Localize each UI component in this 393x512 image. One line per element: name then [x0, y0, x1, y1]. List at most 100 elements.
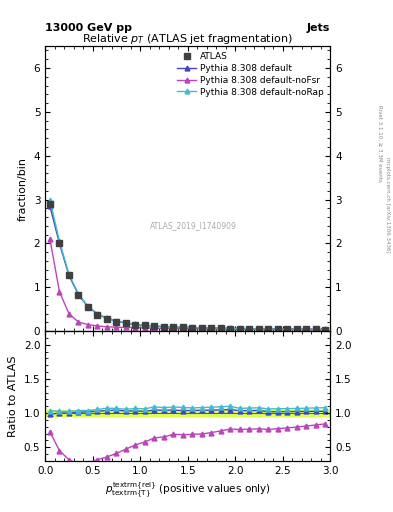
Text: Jets: Jets [307, 23, 330, 33]
ATLAS [237, 326, 242, 332]
Pythia 8.308 default-noRap [266, 326, 271, 332]
ATLAS [285, 326, 290, 332]
ATLAS [86, 304, 90, 310]
Pythia 8.308 default-noRap [171, 324, 176, 330]
Pythia 8.308 default-noRap [114, 318, 119, 324]
Pythia 8.308 default-noFsr [323, 327, 328, 333]
ATLAS [275, 326, 280, 332]
Pythia 8.308 default [162, 324, 166, 330]
Pythia 8.308 default-noFsr [123, 325, 128, 331]
ATLAS [57, 241, 62, 247]
ATLAS [247, 326, 252, 332]
Pythia 8.308 default-noFsr [171, 326, 176, 332]
ATLAS [48, 201, 52, 207]
Pythia 8.308 default-noFsr [66, 311, 71, 317]
Pythia 8.308 default-noRap [323, 326, 328, 332]
Pythia 8.308 default-noFsr [285, 327, 290, 333]
Pythia 8.308 default [171, 324, 176, 330]
Pythia 8.308 default-noRap [57, 238, 62, 244]
Pythia 8.308 default-noRap [209, 325, 214, 331]
Pythia 8.308 default-noFsr [200, 326, 204, 332]
Text: ATLAS_2019_I1740909: ATLAS_2019_I1740909 [150, 221, 237, 230]
Pythia 8.308 default [143, 322, 147, 328]
Line: Pythia 8.308 default: Pythia 8.308 default [48, 204, 328, 332]
Pythia 8.308 default [180, 324, 185, 330]
Pythia 8.308 default-noFsr [257, 326, 261, 332]
Pythia 8.308 default-noRap [143, 322, 147, 328]
Pythia 8.308 default-noFsr [48, 236, 52, 242]
Pythia 8.308 default-noFsr [275, 327, 280, 333]
ATLAS [219, 325, 223, 331]
ATLAS [114, 318, 119, 325]
Pythia 8.308 default-noFsr [86, 322, 90, 328]
Pythia 8.308 default [152, 323, 157, 329]
Pythia 8.308 default-noRap [133, 321, 138, 327]
Pythia 8.308 default-noRap [86, 303, 90, 309]
ATLAS [209, 325, 214, 331]
Bar [45, 410, 330, 416]
Pythia 8.308 default-noFsr [57, 289, 62, 295]
Pythia 8.308 default-noRap [180, 324, 185, 330]
Pythia 8.308 default [123, 320, 128, 326]
ATLAS [294, 326, 299, 332]
Pythia 8.308 default [190, 325, 195, 331]
ATLAS [171, 324, 176, 330]
Text: mcplots.cern.ch [arXiv:1306.3436]: mcplots.cern.ch [arXiv:1306.3436] [385, 157, 389, 252]
Pythia 8.308 default-noRap [294, 326, 299, 332]
Pythia 8.308 default [247, 326, 252, 332]
Pythia 8.308 default [105, 315, 109, 322]
Pythia 8.308 default-noFsr [266, 327, 271, 333]
Pythia 8.308 default-noRap [76, 291, 81, 297]
Pythia 8.308 default-noRap [66, 271, 71, 278]
Pythia 8.308 default-noFsr [95, 323, 100, 329]
ATLAS [314, 326, 318, 332]
Pythia 8.308 default [314, 326, 318, 332]
Pythia 8.308 default [228, 325, 233, 331]
Pythia 8.308 default-noFsr [304, 327, 309, 333]
Pythia 8.308 default-noFsr [152, 325, 157, 331]
Pythia 8.308 default-noRap [105, 315, 109, 321]
Pythia 8.308 default-noRap [123, 320, 128, 326]
Pythia 8.308 default-noRap [257, 326, 261, 332]
ATLAS [76, 292, 81, 298]
Pythia 8.308 default-noRap [314, 326, 318, 332]
Pythia 8.308 default-noRap [219, 325, 223, 331]
Pythia 8.308 default [48, 203, 52, 209]
Pythia 8.308 default-noFsr [105, 324, 109, 330]
ATLAS [304, 326, 309, 332]
Pythia 8.308 default [57, 241, 62, 247]
Pythia 8.308 default-noFsr [228, 326, 233, 332]
Pythia 8.308 default [86, 304, 90, 310]
ATLAS [266, 326, 271, 332]
Pythia 8.308 default-noFsr [143, 325, 147, 331]
Legend: ATLAS, Pythia 8.308 default, Pythia 8.308 default-noFsr, Pythia 8.308 default-no: ATLAS, Pythia 8.308 default, Pythia 8.30… [176, 51, 326, 98]
Pythia 8.308 default-noRap [162, 324, 166, 330]
Pythia 8.308 default [294, 326, 299, 332]
Pythia 8.308 default [285, 326, 290, 332]
Pythia 8.308 default-noRap [237, 326, 242, 332]
ATLAS [200, 325, 204, 331]
Text: Rivet 3.1.10, ≥ 3.3M events: Rivet 3.1.10, ≥ 3.3M events [377, 105, 382, 182]
ATLAS [152, 323, 157, 329]
Pythia 8.308 default-noFsr [133, 325, 138, 331]
ATLAS [323, 327, 328, 333]
Text: 13000 GeV pp: 13000 GeV pp [45, 23, 132, 33]
Pythia 8.308 default [275, 326, 280, 332]
Pythia 8.308 default-noRap [304, 326, 309, 332]
Pythia 8.308 default-noRap [48, 197, 52, 203]
ATLAS [123, 320, 128, 326]
Pythia 8.308 default [237, 326, 242, 332]
Pythia 8.308 default [304, 326, 309, 332]
Pythia 8.308 default [209, 325, 214, 331]
Pythia 8.308 default-noFsr [162, 325, 166, 331]
Pythia 8.308 default-noRap [285, 326, 290, 332]
Pythia 8.308 default-noFsr [237, 326, 242, 332]
Pythia 8.308 default-noRap [190, 325, 195, 331]
Pythia 8.308 default-noRap [152, 323, 157, 329]
Pythia 8.308 default [323, 327, 328, 333]
Pythia 8.308 default [95, 311, 100, 317]
ATLAS [180, 325, 185, 331]
Pythia 8.308 default-noFsr [114, 324, 119, 330]
Line: Pythia 8.308 default-noRap: Pythia 8.308 default-noRap [48, 197, 328, 332]
X-axis label: $p_{\rm textrm\{T\}}^{\rm textrm\{rel\}}$ (positive values only): $p_{\rm textrm\{T\}}^{\rm textrm\{rel\}}… [105, 481, 271, 501]
